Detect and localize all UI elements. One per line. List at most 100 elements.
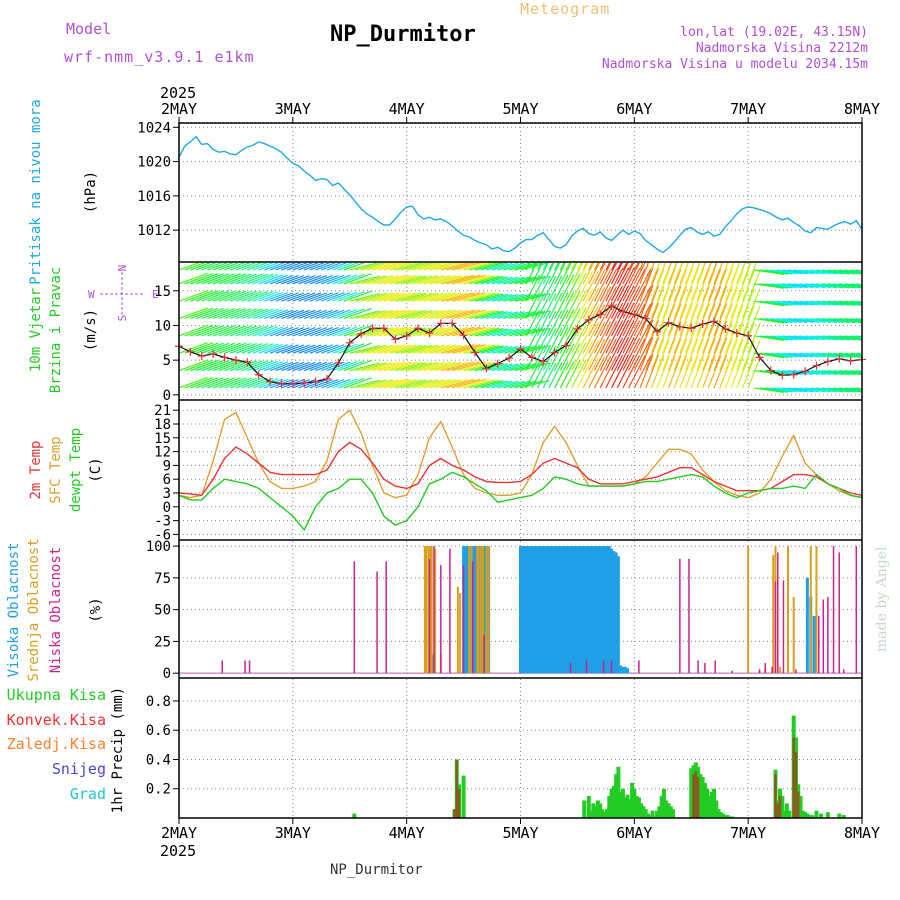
precip-conv-bar (457, 788, 461, 818)
y-tick-label: 0 (163, 500, 171, 516)
wind-barb (531, 292, 546, 319)
wind-barb (446, 378, 481, 389)
wind-barb (440, 292, 475, 302)
wind-barb (383, 309, 417, 320)
wind-barb (673, 286, 688, 319)
precip-total-bar (700, 777, 705, 818)
wind-barb (218, 377, 247, 389)
wind-barb (491, 263, 519, 271)
wind-barb (730, 356, 744, 389)
wind-barb (309, 344, 333, 354)
wind-barb (315, 309, 339, 320)
wind-barb (179, 272, 208, 285)
wind-speed-marker (311, 377, 320, 386)
wind-barb (343, 325, 372, 337)
compass-w: W (88, 288, 95, 301)
wind-barb (412, 327, 445, 337)
cloud-high-bar (812, 615, 816, 674)
wind-barb (179, 342, 208, 354)
precip-legend-3: Snijeg (52, 760, 106, 778)
wind-barb (304, 327, 328, 337)
wind-barb (497, 380, 525, 389)
wind-barb (201, 377, 229, 389)
wind-barb (639, 263, 644, 271)
wind-barb (856, 283, 862, 286)
wind-barb (759, 352, 788, 359)
wind-barb (508, 345, 537, 354)
wind-barb (235, 273, 263, 285)
cloud-high-bar (534, 546, 538, 674)
y-tick-label: 1024 (137, 120, 171, 136)
wind-barb (463, 362, 496, 372)
x-tick-label-top: 4MAY (389, 100, 425, 118)
wind-barb (776, 352, 803, 358)
wind-barb (434, 379, 468, 389)
precip-legend-1: Konvek.Kisa (7, 711, 106, 729)
wind-barb (810, 335, 838, 341)
wind-barb (218, 325, 247, 337)
wind-speed-marker (653, 327, 662, 336)
wind-barb (827, 269, 856, 275)
wind-barb (719, 286, 733, 319)
wind-barb (611, 267, 630, 302)
wind-barb (810, 352, 838, 358)
wind-barb (599, 268, 618, 302)
wind-barb (440, 274, 475, 285)
wind-barb (759, 269, 788, 275)
cloud-low-bar (244, 660, 246, 674)
wind-barb (839, 283, 862, 288)
wind-barb (212, 342, 241, 354)
wind-barb (400, 275, 433, 285)
precip-total-bar (645, 813, 650, 818)
wind-barb (503, 380, 531, 389)
wind-barb (207, 273, 235, 285)
wind-barb (650, 321, 665, 354)
wind-barb (696, 303, 710, 337)
wind-barb (230, 325, 257, 337)
precip-total-bar (705, 788, 710, 818)
wind-barb (662, 356, 676, 389)
wind-barb (730, 263, 735, 271)
wind-barb (805, 269, 831, 275)
compass-cross (100, 272, 145, 317)
wind-barb (741, 287, 755, 319)
wind-barb (844, 335, 862, 339)
wind-barb (252, 308, 279, 320)
cloud-high-bar (571, 546, 575, 674)
wind-barb (565, 290, 581, 319)
wind-barb (298, 344, 322, 354)
cloud-low-bar (569, 663, 572, 674)
wind-speed-marker (220, 353, 229, 362)
wind-barb (406, 309, 439, 320)
precip-total-bar (671, 809, 676, 818)
wind-barb (355, 292, 387, 302)
wind-barb (782, 370, 808, 375)
wind-speed-marker (766, 366, 775, 375)
cloud-mid-bar (477, 546, 480, 674)
wind-barb (395, 292, 427, 302)
wind-barb (622, 285, 641, 319)
wind-barb (378, 361, 411, 372)
wind-barb (406, 362, 439, 372)
y-tick-label: -3 (154, 514, 171, 530)
cloud-low-bar (838, 552, 840, 674)
wind-barb (497, 363, 525, 372)
y-tick-label: 75 (154, 571, 171, 587)
wind-barb (548, 310, 563, 337)
wind-barb (730, 304, 744, 337)
wind-barb (730, 339, 744, 371)
wind-barb (195, 308, 224, 320)
cloud-high-bar (525, 546, 529, 674)
cloud-low-bar (433, 546, 435, 674)
wind-barb (235, 291, 263, 302)
wind-barb (412, 275, 445, 285)
wind-barb (212, 377, 241, 389)
wind-barb (429, 379, 462, 389)
wind-barb (230, 273, 257, 285)
cloud-high-bar (480, 546, 484, 674)
wind-barb (423, 361, 457, 372)
wind-barb (486, 311, 513, 320)
wind-barb (360, 292, 393, 302)
wind-barb (366, 263, 397, 271)
plot-frame (178, 122, 863, 819)
